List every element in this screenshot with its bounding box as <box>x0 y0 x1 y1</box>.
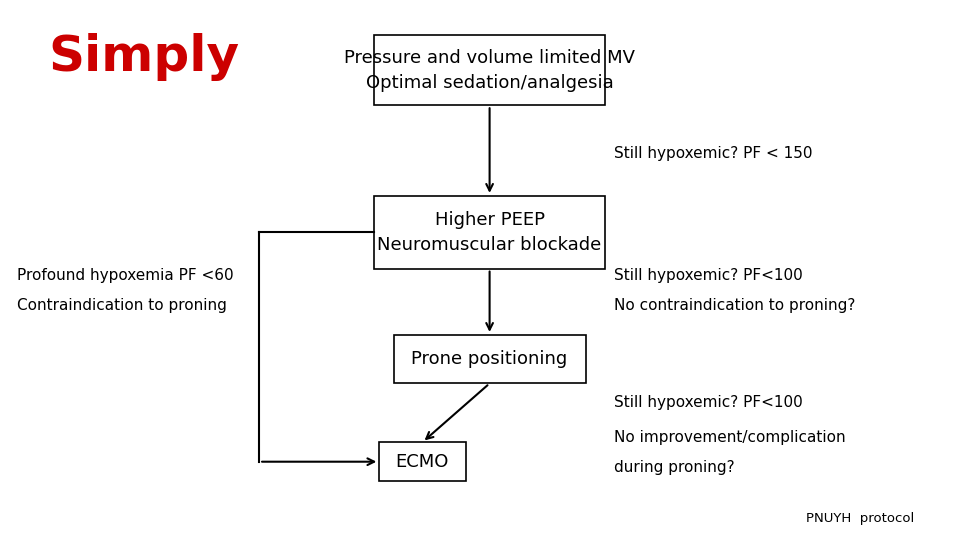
FancyBboxPatch shape <box>379 442 466 481</box>
Text: PNUYH  protocol: PNUYH protocol <box>806 512 915 525</box>
Text: Still hypoxemic? PF < 150: Still hypoxemic? PF < 150 <box>614 146 813 161</box>
Text: Simply: Simply <box>48 33 239 80</box>
Text: Contraindication to proning: Contraindication to proning <box>17 298 228 313</box>
Text: Profound hypoxemia PF <60: Profound hypoxemia PF <60 <box>17 268 234 283</box>
Text: Prone positioning: Prone positioning <box>412 350 567 368</box>
FancyBboxPatch shape <box>374 195 605 268</box>
Text: during proning?: during proning? <box>614 460 735 475</box>
FancyBboxPatch shape <box>374 35 605 105</box>
Text: No contraindication to proning?: No contraindication to proning? <box>614 298 855 313</box>
Text: No improvement/complication: No improvement/complication <box>614 430 846 445</box>
FancyBboxPatch shape <box>394 335 586 383</box>
Text: ECMO: ECMO <box>396 453 449 471</box>
Text: Still hypoxemic? PF<100: Still hypoxemic? PF<100 <box>614 268 804 283</box>
Text: Still hypoxemic? PF<100: Still hypoxemic? PF<100 <box>614 395 804 410</box>
Text: Pressure and volume limited MV
Optimal sedation/analgesia: Pressure and volume limited MV Optimal s… <box>344 49 636 92</box>
Text: Higher PEEP
Neuromuscular blockade: Higher PEEP Neuromuscular blockade <box>377 211 602 254</box>
